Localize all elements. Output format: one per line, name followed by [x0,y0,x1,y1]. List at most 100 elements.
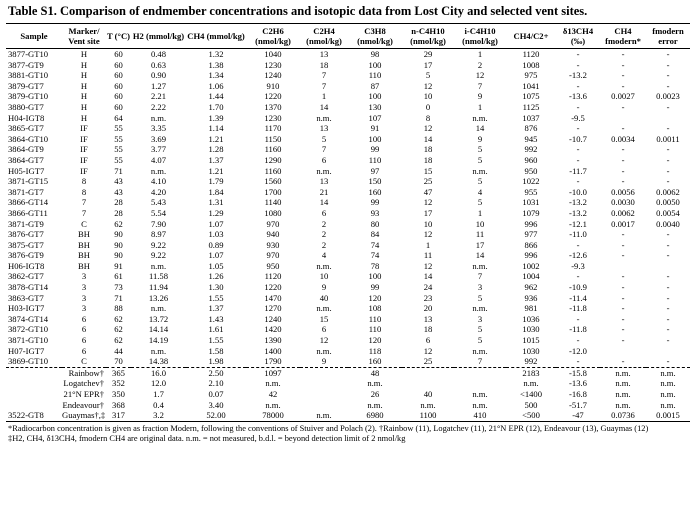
table-cell: 7 [477,80,483,91]
table-cell: 1 [477,49,483,59]
table-row: 3879-GT10 H 60 2.21 1.44 1220 1 100 10 9 1075 -13.6… [6,91,690,102]
table-cell: - [666,176,670,187]
table-cell: - [666,144,670,155]
table-row: 3878-GT14 3 73 11.94 1.30 1220 9 99 24 3 962 -10.9-… [6,282,690,293]
table-cell: 1.28 [208,144,224,155]
table-cell: 1037 [522,112,540,123]
table-cell: 9.22 [150,239,167,250]
table-cell: 5 [477,176,483,187]
table-cell: - [576,335,580,346]
table-row: Rainbow† 365 16.0 2.50 1097 48 2183 -15.8 n.m. n.… [6,366,690,379]
table-header: Sample Marker/ Vent site T (°C) H2 (mmol/kg… [6,23,690,49]
table-cell: 1390 [264,335,282,346]
table-cell: 9 [477,133,483,144]
table-cell: 970 [266,250,280,261]
table-row: 3877-GT10 H 60 0.48 1.32 1040 13 98 29 1 1120 - - - [6,49,690,60]
table-cell: 910 [266,80,280,91]
table-cell: 5.43 [150,197,167,208]
table-cell: 7 [321,70,327,81]
table-cell: 0 [425,101,431,112]
sample-cell: H07-IGT7 [8,345,45,356]
table-cell: 350 [112,389,125,399]
table-cell: n.m. [660,378,676,389]
table-cell: 21°N EPR† [63,389,104,399]
table-cell: 1.29 [208,207,224,218]
table-cell: - [576,101,580,112]
table-cell: 0.0736 [600,410,646,422]
table-cell: 74 [370,250,380,261]
table-cell: 0.0027 [611,91,635,102]
table-cell: 1240 [264,313,282,324]
table-cell: 1125 [522,101,540,112]
table-row: 3864-GT9 IF 55 3.77 1.28 1160 7 99 18 5 992 - - - [6,144,690,155]
table-cell: 970 [266,218,280,229]
table-cell: - [576,59,580,70]
table-cell: Endeavour† [62,399,104,410]
table-cell: 55 [114,154,123,165]
table-cell: -13.6 [569,91,587,102]
table-cell [402,366,454,379]
table-cell: 1015 [522,335,540,346]
table-cell: 17 [475,239,485,250]
table-cell: 0.0062 [611,207,635,218]
table-cell: 100 [368,91,382,102]
table-cell: 1.32 [208,49,224,59]
table-cell: 44 [114,345,123,356]
table-cell: 1120 [522,49,540,59]
table-cell: - [666,313,670,324]
table-cell: 14 [475,250,485,261]
table-cell: 6 [321,154,327,165]
column-header: C3H8 (nmol/kg) [348,23,402,49]
table-cell: 1.37 [208,303,224,314]
table-cell: 950 [266,260,280,271]
table-cell: 160 [368,186,382,197]
table-cell: 24 [423,282,433,293]
table-cell: - [666,80,670,91]
sample-cell: 3863-GT7 [8,292,44,303]
table-cell: 90 [114,239,123,250]
table-cell: - [621,154,625,165]
table-cell: 40 [423,389,433,399]
table-cell: 996 [524,218,538,229]
table-cell: - [621,271,625,282]
table-cell: 150 [368,176,382,187]
table-cell: 84 [370,229,380,240]
table-cell: 12 [423,260,433,271]
table-cell: - [666,282,670,293]
table-cell: 317 [106,410,131,422]
table-cell: IF [80,133,88,144]
table-cell: 6 [321,207,327,218]
sample-cell [6,366,62,379]
column-header: δ13CH4 (‰) [556,23,600,49]
table-cell: 0.0056 [611,186,635,197]
table-cell: 110 [368,313,382,324]
footnote-line: *Radiocarbon concentration is given as f… [8,423,649,433]
table-cell [454,378,506,389]
table-cell: n.m. [646,366,690,379]
table-cell: 118 [368,345,382,356]
table-cell: 14 [319,101,329,112]
table-cell: 100 [368,59,382,70]
table-cell: -15.8 [556,366,600,379]
table-cell: 1700 [264,186,282,197]
table-cell: IF [80,154,88,165]
table-cell: 99 [370,282,380,293]
table-cell: 15 [423,165,433,176]
table-cell: 6980 [348,410,402,422]
table-cell: n.m. [472,389,488,399]
table-cell: 1 [477,207,483,218]
table-cell: - [576,123,580,134]
table-cell: H [80,49,88,59]
table-cell: 98 [370,49,380,59]
sample-cell: 3864-GT9 [8,144,44,155]
table-cell: 5 [477,144,483,155]
table-cell: 13 [423,313,433,324]
table-row: H05-IGT7 IF 71 n.m. 1.21 1160 n.m. 97 15 n.m. 950 -… [6,166,690,177]
table-cell: 7 [477,271,483,282]
table-cell: 8 [81,176,87,187]
table-cell: 10 [319,271,329,282]
table-cell: 42 [268,389,278,399]
table-cell: 1036 [522,313,540,324]
table-cell: 5 [477,335,483,346]
sample-cell: 3876-GT9 [8,250,44,261]
